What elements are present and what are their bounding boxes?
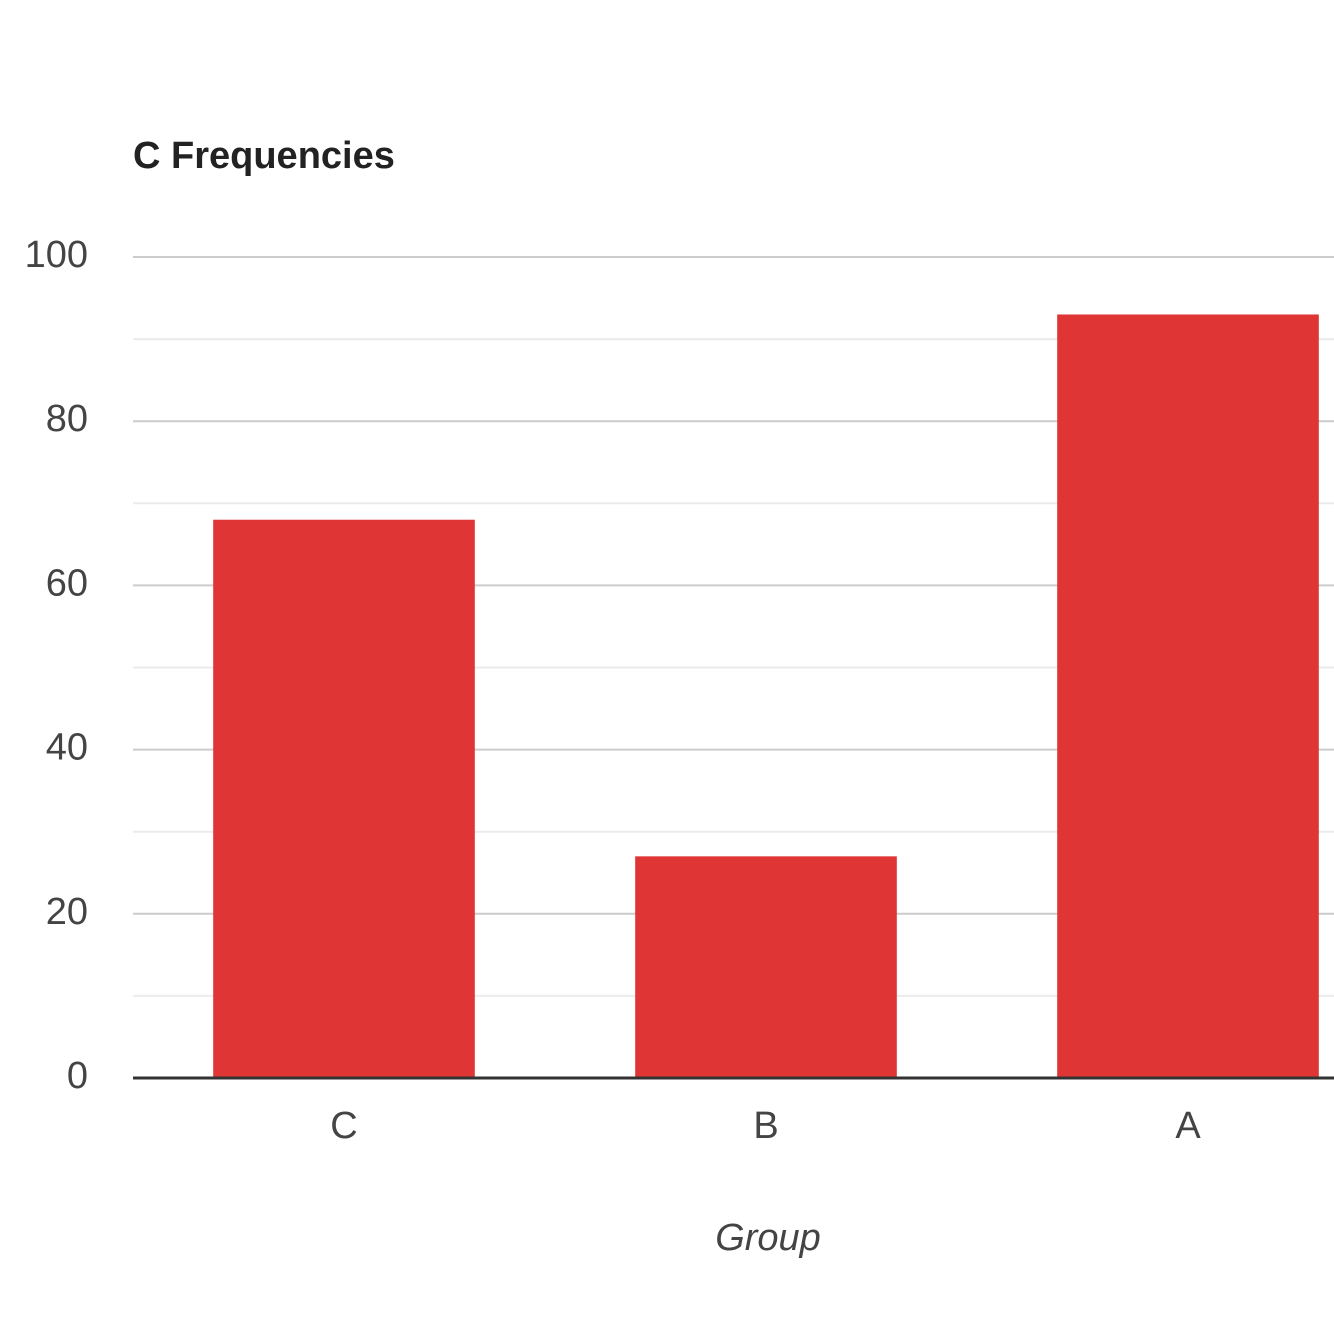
x-tick-label: C <box>330 1105 357 1147</box>
bar <box>1057 314 1319 1079</box>
y-tick-label: 40 <box>46 727 88 769</box>
y-tick-label: 80 <box>46 398 88 440</box>
y-tick-label: 20 <box>46 891 88 933</box>
bar <box>635 856 897 1078</box>
y-tick-label: 60 <box>46 562 88 604</box>
x-tick-label: A <box>1175 1105 1201 1147</box>
chart-title: C Frequencies <box>133 135 395 177</box>
y-tick-label: 0 <box>67 1055 88 1097</box>
x-tick-label: B <box>753 1105 778 1147</box>
y-tick-label: 100 <box>25 234 88 276</box>
bar <box>213 519 475 1078</box>
x-axis-label: Group <box>715 1217 821 1259</box>
